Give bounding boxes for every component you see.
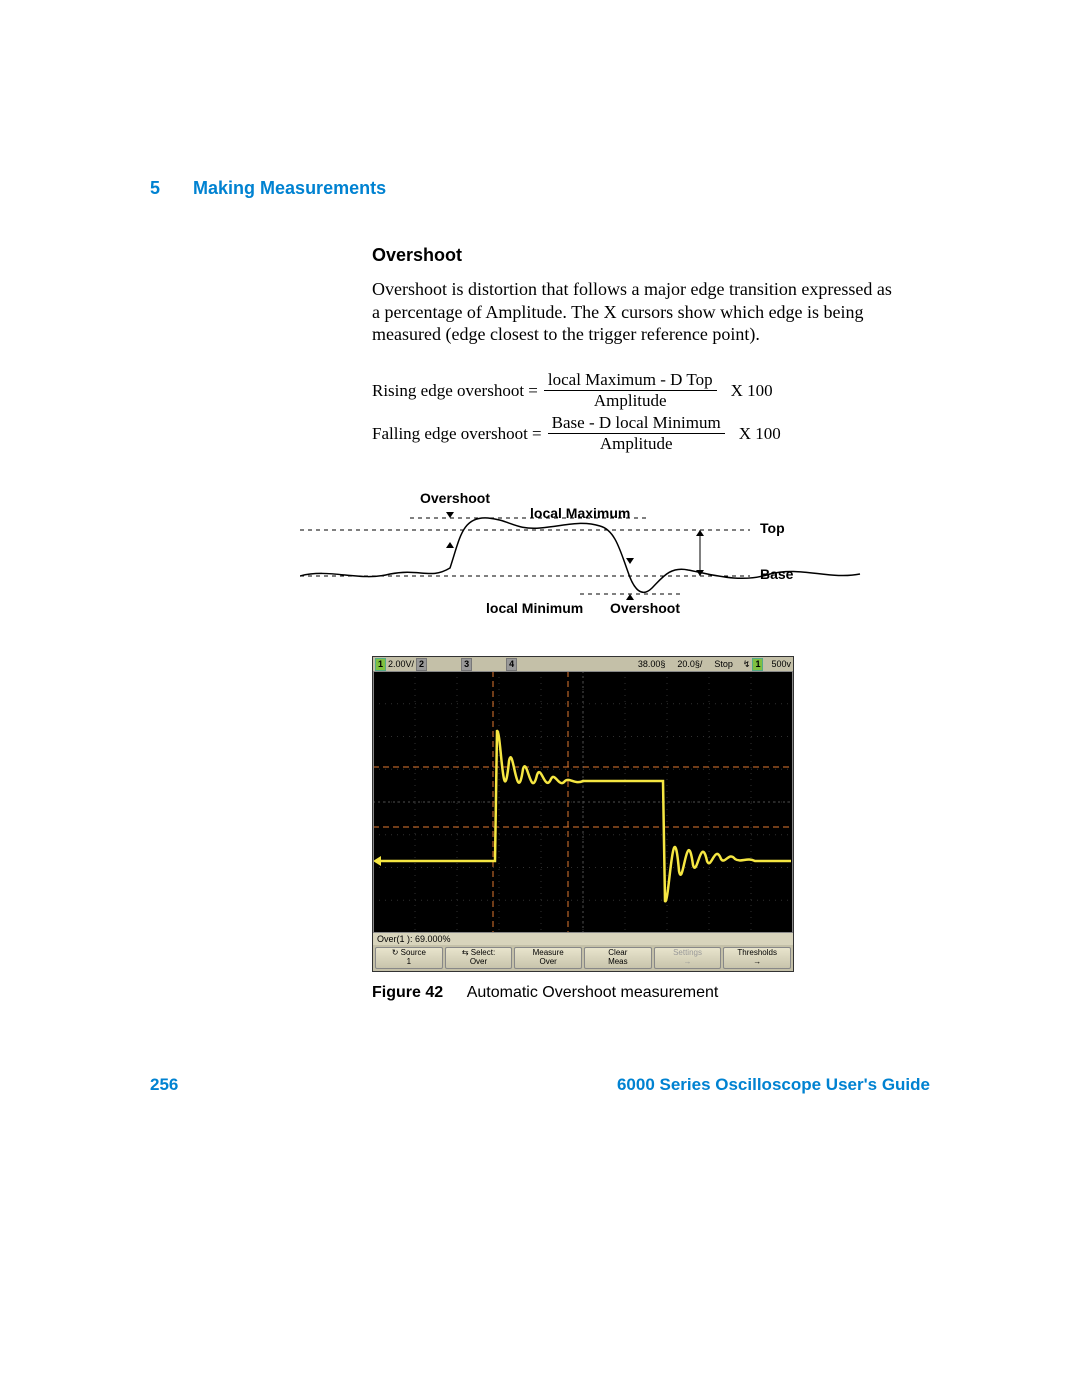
ch1-vdiv: 2.00V/: [388, 659, 414, 669]
figure-number: Figure 42: [372, 984, 443, 1001]
measurement-readout: Over(1 ): 69.000%: [373, 933, 793, 945]
page-number: 256: [150, 1075, 178, 1095]
formula-lhs: Rising edge overshoot =: [372, 381, 538, 401]
scope-screenshot: 1 2.00V/ 2 3 4 38.00§ 20.0§/ Stop ↯ 1 50…: [372, 656, 794, 972]
tdiv: 20.0§/: [677, 659, 702, 669]
formula-falling: Falling edge overshoot = Base - D local …: [372, 413, 781, 454]
softkey-3: ClearMeas: [584, 947, 652, 969]
figure-caption: Figure 42 Automatic Overshoot measuremen…: [372, 984, 718, 1002]
trig-icon: ↯: [743, 659, 751, 670]
formula-denominator: Amplitude: [596, 434, 677, 454]
label-local-max: local Maximum: [530, 505, 630, 521]
ch4-chip: 4: [506, 658, 517, 671]
softkey-row: ↻ Source1⇆ Select:OverMeasureOverClearMe…: [373, 945, 793, 971]
ch1-chip: 1: [375, 658, 386, 671]
label-overshoot-top: Overshoot: [420, 490, 490, 506]
ch3-chip: 3: [461, 658, 472, 671]
label-top: Top: [760, 520, 785, 536]
softkey-1: ⇆ Select:Over: [445, 947, 513, 969]
label-local-min: local Minimum: [486, 600, 583, 616]
trig-ch: 1: [752, 658, 763, 671]
scope-topbar: 1 2.00V/ 2 3 4 38.00§ 20.0§/ Stop ↯ 1 50…: [373, 657, 793, 671]
figure-text: Automatic Overshoot measurement: [467, 984, 719, 1001]
formula-rising: Rising edge overshoot = local Maximum - …: [372, 370, 773, 411]
chapter-name: Making Measurements: [193, 178, 386, 198]
formula-numerator: Base - D local Minimum: [548, 413, 725, 434]
chapter-number: 5: [150, 178, 160, 198]
formula-suffix: X 100: [731, 381, 773, 401]
softkey-4: Settings→: [654, 947, 722, 969]
guide-title: 6000 Series Oscilloscope User's Guide: [617, 1075, 930, 1095]
softkey-5: Thresholds→: [723, 947, 791, 969]
trig-level: 500v: [771, 659, 791, 669]
section-title: Overshoot: [372, 245, 462, 266]
overshoot-diagram: Overshoot local Maximum Top Base local M…: [300, 470, 900, 630]
formula-suffix: X 100: [739, 424, 781, 444]
softkey-0: ↻ Source1: [375, 947, 443, 969]
softkey-2: MeasureOver: [514, 947, 582, 969]
chapter-header: 5 Making Measurements: [150, 178, 386, 199]
formula-lhs: Falling edge overshoot =: [372, 424, 542, 444]
ch2-chip: 2: [416, 658, 427, 671]
run-status: Stop: [714, 659, 733, 669]
formula-denominator: Amplitude: [590, 391, 671, 411]
body-paragraph: Overshoot is distortion that follows a m…: [372, 278, 902, 346]
label-overshoot-bot: Overshoot: [610, 600, 680, 616]
delay: 38.00§: [638, 659, 666, 669]
scope-bottombar: Over(1 ): 69.000% ↻ Source1⇆ Select:Over…: [373, 933, 793, 971]
scope-graticule: [373, 671, 793, 933]
label-base: Base: [760, 566, 793, 582]
page-footer: 256 6000 Series Oscilloscope User's Guid…: [150, 1075, 930, 1095]
formula-numerator: local Maximum - D Top: [544, 370, 717, 391]
